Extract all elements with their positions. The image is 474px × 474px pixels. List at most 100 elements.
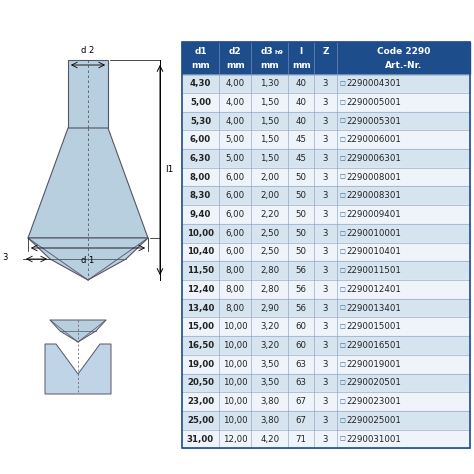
Text: 2290008301: 2290008301 xyxy=(346,191,401,201)
Bar xyxy=(182,411,470,430)
Text: 2290008001: 2290008001 xyxy=(346,173,401,182)
Text: 40: 40 xyxy=(296,98,307,107)
Text: 3: 3 xyxy=(323,229,328,238)
Text: mm: mm xyxy=(292,61,310,70)
Text: □: □ xyxy=(340,137,346,142)
Text: 2290005301: 2290005301 xyxy=(346,117,401,126)
Text: 3: 3 xyxy=(323,210,328,219)
Text: □: □ xyxy=(340,399,346,404)
Text: 3: 3 xyxy=(323,360,328,369)
Text: 3: 3 xyxy=(323,303,328,312)
Text: 2,50: 2,50 xyxy=(260,229,279,238)
Text: 4,20: 4,20 xyxy=(260,435,279,444)
Text: □: □ xyxy=(340,174,346,180)
Text: 2290031001: 2290031001 xyxy=(346,435,401,444)
Text: 2290015001: 2290015001 xyxy=(346,322,401,331)
Text: 20,50: 20,50 xyxy=(187,378,214,387)
Text: 1,30: 1,30 xyxy=(260,79,279,88)
Bar xyxy=(182,42,470,74)
Bar xyxy=(182,205,470,224)
Text: 3,50: 3,50 xyxy=(260,360,279,369)
Text: 15,00: 15,00 xyxy=(187,322,214,331)
Text: 12,00: 12,00 xyxy=(223,435,247,444)
Text: □: □ xyxy=(340,118,346,124)
Text: 2,20: 2,20 xyxy=(260,210,279,219)
Text: 10,00: 10,00 xyxy=(223,397,247,406)
Bar xyxy=(182,149,470,168)
Text: 3: 3 xyxy=(323,435,328,444)
Text: 4,00: 4,00 xyxy=(226,117,245,126)
Text: □: □ xyxy=(340,268,346,273)
Text: 2290020501: 2290020501 xyxy=(346,378,401,387)
Text: l1: l1 xyxy=(165,165,173,174)
Text: 3: 3 xyxy=(323,378,328,387)
Text: 3: 3 xyxy=(323,266,328,275)
Text: 11,50: 11,50 xyxy=(187,266,214,275)
Text: 71: 71 xyxy=(296,435,307,444)
Bar xyxy=(182,93,470,112)
Text: 1,50: 1,50 xyxy=(260,98,279,107)
Text: 4,00: 4,00 xyxy=(226,98,245,107)
Text: 31,00: 31,00 xyxy=(187,435,214,444)
Polygon shape xyxy=(50,320,106,342)
Text: 2290016501: 2290016501 xyxy=(346,341,401,350)
Text: d 1: d 1 xyxy=(82,256,95,265)
Text: 63: 63 xyxy=(296,378,307,387)
Text: 60: 60 xyxy=(296,341,307,350)
Bar xyxy=(182,130,470,149)
Bar xyxy=(182,74,470,93)
Text: 5,30: 5,30 xyxy=(190,117,211,126)
Text: d3: d3 xyxy=(261,47,273,56)
Bar xyxy=(182,243,470,261)
Text: d 3: d 3 xyxy=(0,253,8,262)
Text: h9: h9 xyxy=(275,50,284,55)
Bar xyxy=(182,430,470,448)
Text: 50: 50 xyxy=(296,191,307,201)
Text: 50: 50 xyxy=(296,247,307,256)
Text: 45: 45 xyxy=(296,154,307,163)
Text: 5,00: 5,00 xyxy=(190,98,211,107)
Text: l: l xyxy=(300,47,303,56)
Bar xyxy=(182,355,470,374)
Text: 4,30: 4,30 xyxy=(190,79,211,88)
Text: 50: 50 xyxy=(296,210,307,219)
Text: 2,80: 2,80 xyxy=(260,266,279,275)
Text: d 2: d 2 xyxy=(82,46,95,55)
Text: 5,00: 5,00 xyxy=(226,135,245,144)
Bar xyxy=(182,280,470,299)
Text: 2290010001: 2290010001 xyxy=(346,229,401,238)
Text: 50: 50 xyxy=(296,229,307,238)
Text: 19,00: 19,00 xyxy=(187,360,214,369)
Text: □: □ xyxy=(340,324,346,329)
Text: 13,40: 13,40 xyxy=(187,303,214,312)
Text: □: □ xyxy=(340,231,346,236)
Text: 3: 3 xyxy=(323,173,328,182)
Text: □: □ xyxy=(340,212,346,217)
Text: 8,00: 8,00 xyxy=(226,266,245,275)
Text: 2,90: 2,90 xyxy=(260,303,279,312)
Text: □: □ xyxy=(340,249,346,255)
Bar xyxy=(182,168,470,186)
Text: 50: 50 xyxy=(296,173,307,182)
Text: 6,00: 6,00 xyxy=(226,210,245,219)
Text: Z: Z xyxy=(322,47,328,56)
Text: 10,00: 10,00 xyxy=(223,378,247,387)
Text: 25,00: 25,00 xyxy=(187,416,214,425)
Text: 3: 3 xyxy=(323,117,328,126)
Text: 3: 3 xyxy=(323,322,328,331)
Text: Code 2290: Code 2290 xyxy=(377,47,430,56)
Text: 12,40: 12,40 xyxy=(187,285,214,294)
Bar xyxy=(182,336,470,355)
Text: 3: 3 xyxy=(323,79,328,88)
Text: 8,30: 8,30 xyxy=(190,191,211,201)
Text: 2290012401: 2290012401 xyxy=(346,285,401,294)
Text: 3: 3 xyxy=(323,98,328,107)
Text: □: □ xyxy=(340,193,346,198)
Text: 3,50: 3,50 xyxy=(260,378,279,387)
Text: 2290025001: 2290025001 xyxy=(346,416,401,425)
Text: □: □ xyxy=(340,362,346,367)
Text: mm: mm xyxy=(226,61,245,70)
Bar xyxy=(68,60,108,128)
Text: 3,20: 3,20 xyxy=(260,341,279,350)
Bar xyxy=(182,318,470,336)
